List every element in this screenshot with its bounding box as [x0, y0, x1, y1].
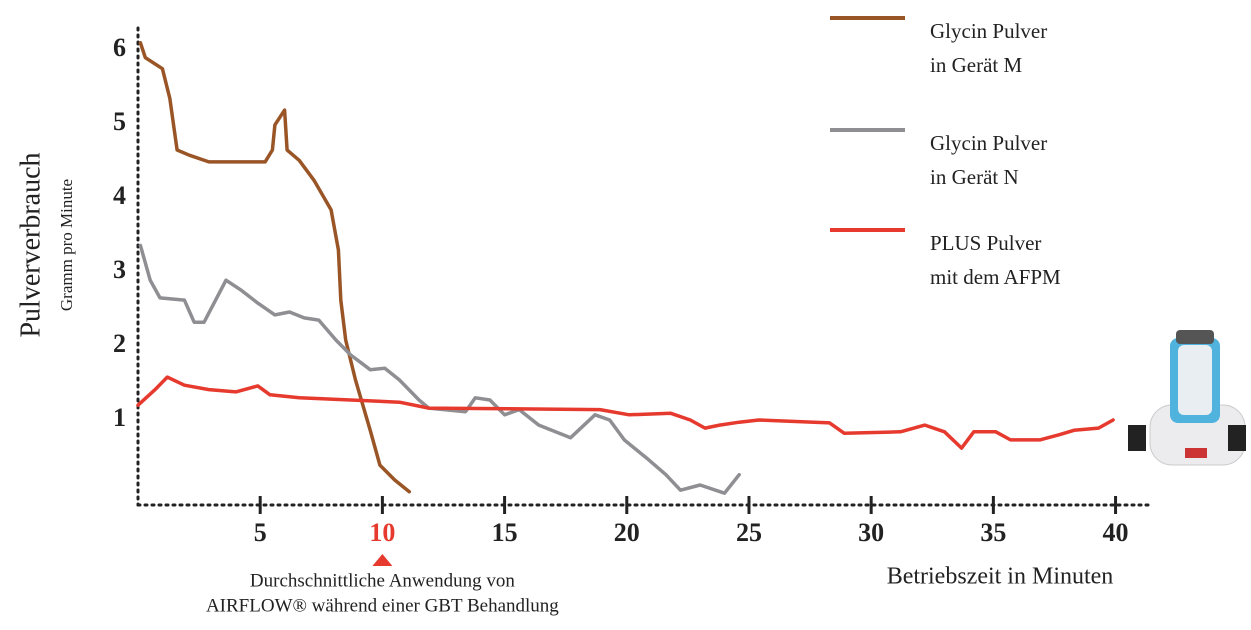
x-tick-label: 30: [858, 518, 884, 547]
y-axis-sublabel: Gramm pro Minute: [57, 179, 76, 311]
device-illustration: [1128, 330, 1246, 465]
y-tick-label: 3: [113, 255, 126, 284]
y-tick-label: 4: [113, 181, 126, 210]
x-tick-label: 5: [254, 518, 267, 547]
page: {"chart_data": { "type": "line", "y_labe…: [0, 0, 1251, 630]
series-line: [140, 43, 409, 492]
annotation-marker: [372, 554, 392, 566]
x-tick-label: 15: [492, 518, 518, 547]
x-tick-label: 35: [980, 518, 1006, 547]
series-line: [138, 377, 1113, 448]
y-tick-label: 6: [113, 33, 126, 62]
y-tick-label: 1: [113, 403, 126, 432]
y-tick-label: 2: [113, 329, 126, 358]
annotation-text: AIRFLOW® während einer GBT Behandlung: [206, 595, 559, 616]
x-tick-label: 20: [614, 518, 640, 547]
legend-label: in Gerät N: [930, 165, 1019, 189]
legend-label: Glycin Pulver: [930, 19, 1047, 43]
series-line: [140, 245, 739, 493]
chart: Pulververbrauch Gramm pro Minute Betrieb…: [0, 0, 1251, 630]
x-tick-label: 25: [736, 518, 762, 547]
x-axis-label: Betriebszeit in Minuten: [887, 564, 1114, 590]
x-tick-label: 10: [369, 518, 395, 547]
y-axis-label: Pulververbrauch: [15, 152, 46, 337]
legend-label: PLUS Pulver: [930, 231, 1041, 255]
annotation-text: Durchschnittliche Anwendung von: [250, 570, 515, 591]
legend-label: Glycin Pulver: [930, 131, 1047, 155]
x-tick-label: 40: [1103, 518, 1129, 547]
legend-label: mit dem AFPM: [930, 265, 1061, 289]
legend-label: in Gerät M: [930, 53, 1022, 77]
y-tick-label: 5: [113, 107, 126, 136]
